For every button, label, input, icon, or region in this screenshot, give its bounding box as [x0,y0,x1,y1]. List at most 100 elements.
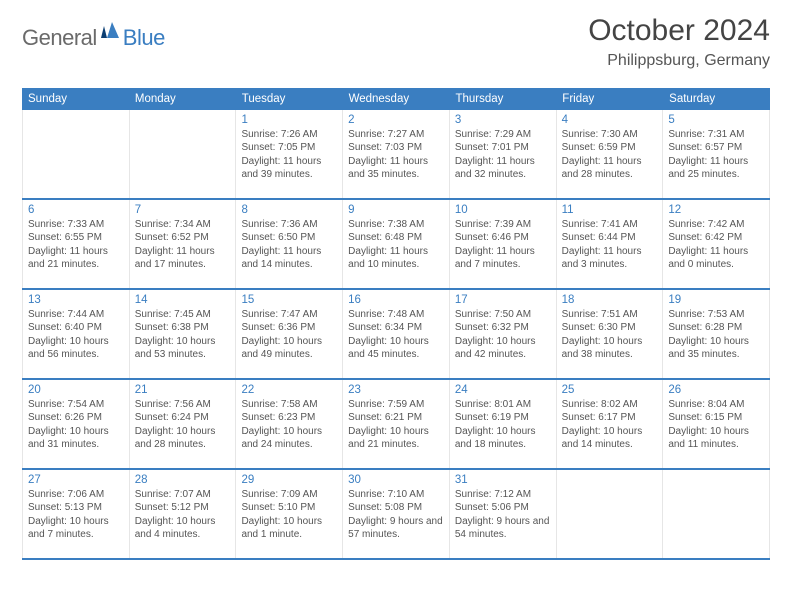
weekday-header: Sunday [22,88,129,110]
daylight-text: Daylight: 10 hours and 35 minutes. [668,335,764,361]
title-block: October 2024 Philippsburg, Germany [588,14,770,70]
sunset-text: Sunset: 6:59 PM [562,141,658,154]
sunrise-text: Sunrise: 8:01 AM [455,398,551,411]
day-number: 11 [562,203,658,218]
daylight-text: Daylight: 11 hours and 17 minutes. [135,245,231,271]
daylight-text: Daylight: 11 hours and 39 minutes. [241,155,337,181]
sunset-text: Sunset: 5:08 PM [348,501,444,514]
day-number: 4 [562,113,658,128]
week-row: 6Sunrise: 7:33 AMSunset: 6:55 PMDaylight… [22,200,770,290]
day-cell: 15Sunrise: 7:47 AMSunset: 6:36 PMDayligh… [236,290,343,378]
sunrise-text: Sunrise: 7:30 AM [562,128,658,141]
day-number: 24 [455,383,551,398]
day-cell: 7Sunrise: 7:34 AMSunset: 6:52 PMDaylight… [130,200,237,288]
brand-logo: General Blue [22,14,165,53]
weekday-header: Wednesday [343,88,450,110]
daylight-text: Daylight: 10 hours and 1 minute. [241,515,337,541]
day-number: 7 [135,203,231,218]
week-row: 27Sunrise: 7:06 AMSunset: 5:13 PMDayligh… [22,470,770,560]
calendar: SundayMondayTuesdayWednesdayThursdayFrid… [22,88,770,560]
calendar-body: 1Sunrise: 7:26 AMSunset: 7:05 PMDaylight… [22,110,770,560]
empty-cell [130,110,237,198]
logo-icon [101,22,121,43]
daylight-text: Daylight: 10 hours and 24 minutes. [241,425,337,451]
day-cell: 20Sunrise: 7:54 AMSunset: 6:26 PMDayligh… [22,380,130,468]
sunset-text: Sunset: 6:34 PM [348,321,444,334]
sunset-text: Sunset: 6:17 PM [562,411,658,424]
day-cell: 18Sunrise: 7:51 AMSunset: 6:30 PMDayligh… [557,290,664,378]
empty-cell [663,470,770,558]
day-number: 31 [455,473,551,488]
day-number: 19 [668,293,764,308]
sunrise-text: Sunrise: 7:53 AM [668,308,764,321]
daylight-text: Daylight: 11 hours and 3 minutes. [562,245,658,271]
day-number: 27 [28,473,124,488]
day-number: 18 [562,293,658,308]
week-row: 1Sunrise: 7:26 AMSunset: 7:05 PMDaylight… [22,110,770,200]
daylight-text: Daylight: 10 hours and 42 minutes. [455,335,551,361]
sunset-text: Sunset: 7:03 PM [348,141,444,154]
day-number: 28 [135,473,231,488]
sunset-text: Sunset: 6:32 PM [455,321,551,334]
day-cell: 1Sunrise: 7:26 AMSunset: 7:05 PMDaylight… [236,110,343,198]
sunrise-text: Sunrise: 7:31 AM [668,128,764,141]
sunset-text: Sunset: 6:15 PM [668,411,764,424]
day-cell: 22Sunrise: 7:58 AMSunset: 6:23 PMDayligh… [236,380,343,468]
sunset-text: Sunset: 6:19 PM [455,411,551,424]
day-cell: 8Sunrise: 7:36 AMSunset: 6:50 PMDaylight… [236,200,343,288]
sunrise-text: Sunrise: 7:07 AM [135,488,231,501]
weekday-header: Tuesday [236,88,343,110]
sunset-text: Sunset: 6:42 PM [668,231,764,244]
sunset-text: Sunset: 6:28 PM [668,321,764,334]
sunset-text: Sunset: 6:26 PM [28,411,124,424]
sunrise-text: Sunrise: 7:36 AM [241,218,337,231]
sunset-text: Sunset: 6:44 PM [562,231,658,244]
day-cell: 25Sunrise: 8:02 AMSunset: 6:17 PMDayligh… [557,380,664,468]
sunset-text: Sunset: 6:21 PM [348,411,444,424]
day-cell: 19Sunrise: 7:53 AMSunset: 6:28 PMDayligh… [663,290,770,378]
weekday-header: Saturday [663,88,770,110]
sunrise-text: Sunrise: 8:02 AM [562,398,658,411]
sunset-text: Sunset: 5:13 PM [28,501,124,514]
sunrise-text: Sunrise: 7:54 AM [28,398,124,411]
sunset-text: Sunset: 6:38 PM [135,321,231,334]
day-cell: 13Sunrise: 7:44 AMSunset: 6:40 PMDayligh… [22,290,130,378]
sunset-text: Sunset: 7:05 PM [241,141,337,154]
day-cell: 28Sunrise: 7:07 AMSunset: 5:12 PMDayligh… [130,470,237,558]
sunrise-text: Sunrise: 7:47 AM [241,308,337,321]
week-row: 13Sunrise: 7:44 AMSunset: 6:40 PMDayligh… [22,290,770,380]
daylight-text: Daylight: 11 hours and 35 minutes. [348,155,444,181]
sunrise-text: Sunrise: 7:09 AM [241,488,337,501]
day-cell: 9Sunrise: 7:38 AMSunset: 6:48 PMDaylight… [343,200,450,288]
day-number: 12 [668,203,764,218]
daylight-text: Daylight: 11 hours and 32 minutes. [455,155,551,181]
daylight-text: Daylight: 11 hours and 0 minutes. [668,245,764,271]
day-number: 9 [348,203,444,218]
sunrise-text: Sunrise: 7:50 AM [455,308,551,321]
daylight-text: Daylight: 10 hours and 4 minutes. [135,515,231,541]
sunset-text: Sunset: 6:55 PM [28,231,124,244]
day-number: 21 [135,383,231,398]
sunrise-text: Sunrise: 7:59 AM [348,398,444,411]
daylight-text: Daylight: 10 hours and 11 minutes. [668,425,764,451]
day-cell: 26Sunrise: 8:04 AMSunset: 6:15 PMDayligh… [663,380,770,468]
sunset-text: Sunset: 6:23 PM [241,411,337,424]
day-number: 26 [668,383,764,398]
daylight-text: Daylight: 10 hours and 49 minutes. [241,335,337,361]
day-cell: 24Sunrise: 8:01 AMSunset: 6:19 PMDayligh… [450,380,557,468]
sunrise-text: Sunrise: 8:04 AM [668,398,764,411]
day-number: 23 [348,383,444,398]
sunrise-text: Sunrise: 7:29 AM [455,128,551,141]
sunset-text: Sunset: 5:12 PM [135,501,231,514]
sunset-text: Sunset: 6:50 PM [241,231,337,244]
daylight-text: Daylight: 9 hours and 57 minutes. [348,515,444,541]
day-cell: 6Sunrise: 7:33 AMSunset: 6:55 PMDaylight… [22,200,130,288]
day-cell: 23Sunrise: 7:59 AMSunset: 6:21 PMDayligh… [343,380,450,468]
brand-part2: Blue [123,25,165,51]
day-cell: 27Sunrise: 7:06 AMSunset: 5:13 PMDayligh… [22,470,130,558]
day-number: 15 [241,293,337,308]
day-number: 17 [455,293,551,308]
daylight-text: Daylight: 10 hours and 7 minutes. [28,515,124,541]
sunrise-text: Sunrise: 7:34 AM [135,218,231,231]
sunrise-text: Sunrise: 7:41 AM [562,218,658,231]
